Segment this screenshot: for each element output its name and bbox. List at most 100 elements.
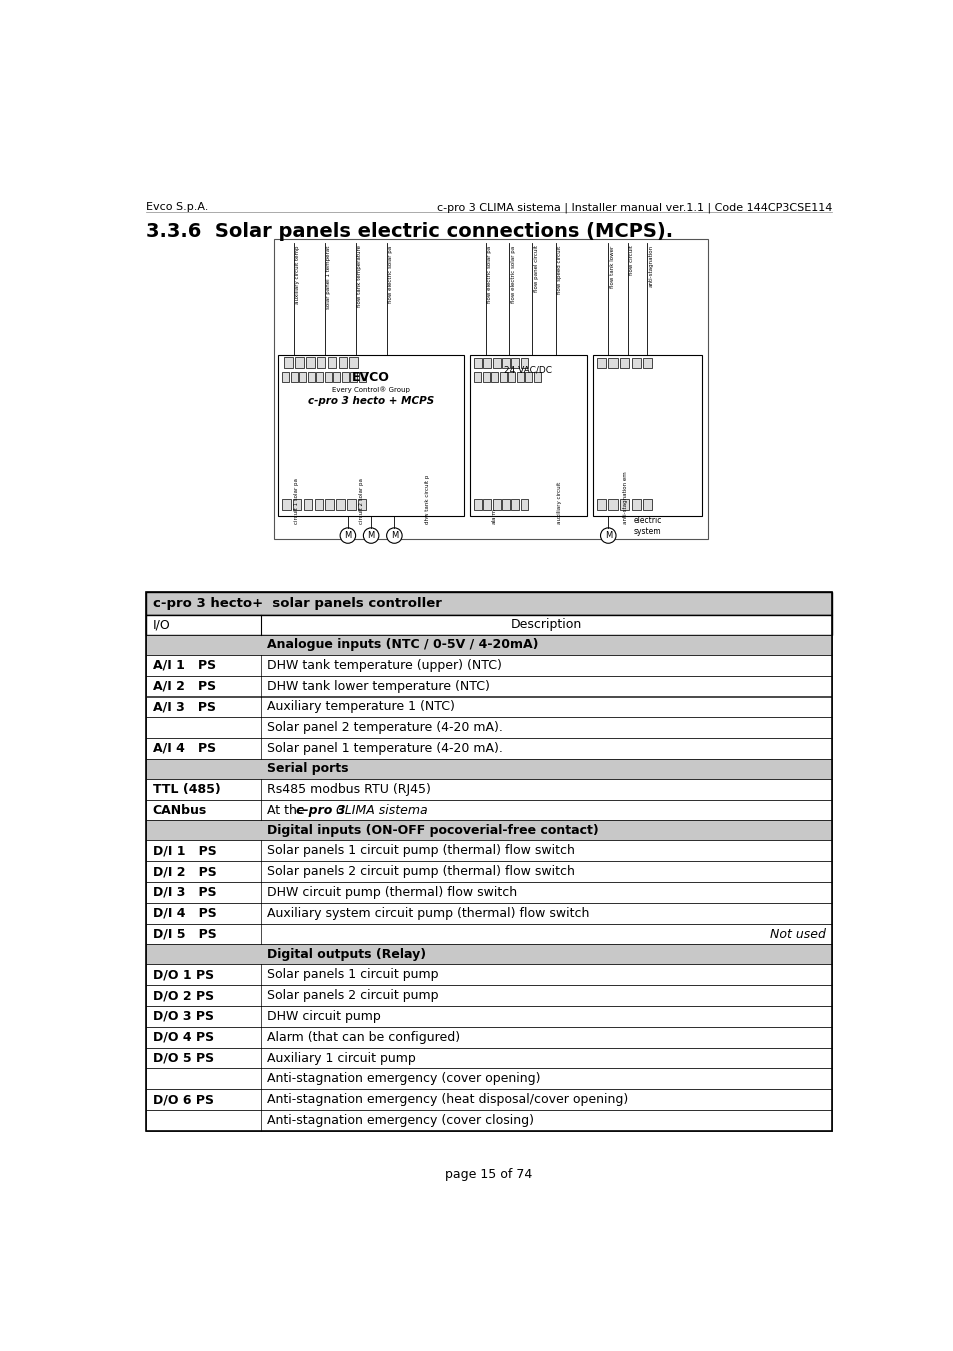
Bar xyxy=(470,354,586,516)
Text: Auxiliary temperature 1 (NTC): Auxiliary temperature 1 (NTC) xyxy=(267,700,455,713)
Text: Auxiliary system circuit pump (thermal) flow switch: Auxiliary system circuit pump (thermal) … xyxy=(267,907,589,920)
Text: c-pro 3: c-pro 3 xyxy=(295,804,345,816)
Text: Every Control® Group: Every Control® Group xyxy=(332,386,410,393)
Bar xyxy=(482,372,489,382)
Text: Not used: Not used xyxy=(769,928,825,940)
Text: alarm: alarm xyxy=(491,508,496,524)
Text: Rs485 modbus RTU (RJ45): Rs485 modbus RTU (RJ45) xyxy=(267,782,431,796)
Text: D/O 6 PS: D/O 6 PS xyxy=(152,1093,213,1106)
Text: M: M xyxy=(344,531,351,540)
Text: Digital outputs (Relay): Digital outputs (Relay) xyxy=(267,948,426,961)
Text: D/I 2   PS: D/I 2 PS xyxy=(152,865,216,878)
Bar xyxy=(291,372,297,382)
Bar xyxy=(493,358,500,369)
Bar xyxy=(511,358,518,369)
Text: Alarm (that can be configured): Alarm (that can be configured) xyxy=(267,1031,460,1044)
Text: page 15 of 74: page 15 of 74 xyxy=(445,1167,532,1181)
Bar xyxy=(274,239,707,539)
Text: D/O 4 PS: D/O 4 PS xyxy=(152,1031,213,1044)
Bar xyxy=(474,358,481,369)
Bar xyxy=(358,372,365,382)
Text: CANbus: CANbus xyxy=(152,804,207,816)
Text: D/O 5 PS: D/O 5 PS xyxy=(152,1051,213,1065)
Text: c-pro 3 hecto+  solar panels controller: c-pro 3 hecto+ solar panels controller xyxy=(152,597,441,609)
Text: flow tank lower: flow tank lower xyxy=(609,246,614,288)
Bar xyxy=(146,780,831,800)
Bar xyxy=(596,500,605,511)
Text: D/O 2 PS: D/O 2 PS xyxy=(152,989,213,1002)
Bar xyxy=(146,738,831,759)
Text: D/O 3 PS: D/O 3 PS xyxy=(152,1011,213,1023)
Text: I/O: I/O xyxy=(152,619,171,631)
Bar xyxy=(350,372,356,382)
Bar xyxy=(520,358,528,369)
Bar xyxy=(608,500,617,511)
Text: Solar panels 2 circuit pump (thermal) flow switch: Solar panels 2 circuit pump (thermal) fl… xyxy=(267,865,575,878)
Bar xyxy=(349,357,357,369)
Bar xyxy=(146,800,831,820)
Bar xyxy=(525,372,532,382)
Text: flow speed circuit: flow speed circuit xyxy=(557,246,561,293)
Bar xyxy=(146,924,831,944)
Bar xyxy=(501,358,509,369)
Text: D/I 5   PS: D/I 5 PS xyxy=(152,928,216,940)
Text: Evco S.p.A.: Evco S.p.A. xyxy=(146,203,209,212)
Text: Anti-stagnation emergency (cover opening): Anti-stagnation emergency (cover opening… xyxy=(267,1073,540,1085)
Text: EVCO: EVCO xyxy=(352,372,390,384)
Text: Solar panels 1 circuit pump (thermal) flow switch: Solar panels 1 circuit pump (thermal) fl… xyxy=(267,844,575,858)
Bar xyxy=(333,372,340,382)
Text: Solar panels 2 circuit pump: Solar panels 2 circuit pump xyxy=(267,989,438,1002)
Bar xyxy=(338,357,347,369)
Bar xyxy=(347,500,355,511)
Text: D/O 1 PS: D/O 1 PS xyxy=(152,969,213,981)
Bar xyxy=(278,354,464,516)
Text: D/I 3   PS: D/I 3 PS xyxy=(152,886,216,898)
Text: D/I 4   PS: D/I 4 PS xyxy=(152,907,216,920)
Bar xyxy=(146,862,831,882)
Bar xyxy=(306,357,314,369)
Text: Solar panel 2 temperature (4-20 mA).: Solar panel 2 temperature (4-20 mA). xyxy=(267,721,502,734)
Bar xyxy=(642,500,652,511)
Bar xyxy=(501,500,509,511)
Bar xyxy=(146,759,831,780)
Bar xyxy=(474,500,481,511)
Text: M: M xyxy=(391,531,397,540)
Bar xyxy=(642,358,652,369)
Bar xyxy=(146,1027,831,1047)
Bar xyxy=(146,882,831,902)
Text: flow circuit: flow circuit xyxy=(629,246,634,276)
Bar xyxy=(146,1047,831,1069)
Text: anti-stagnation em: anti-stagnation em xyxy=(622,471,627,524)
Circle shape xyxy=(340,528,355,543)
Bar xyxy=(284,357,293,369)
Bar xyxy=(520,500,528,511)
Bar xyxy=(146,1006,831,1027)
Bar xyxy=(483,358,491,369)
Text: auxiliary circuit temp: auxiliary circuit temp xyxy=(294,246,300,304)
Bar xyxy=(631,500,640,511)
Text: At the: At the xyxy=(267,804,309,816)
Bar xyxy=(294,357,303,369)
Text: Description: Description xyxy=(511,619,581,631)
Bar xyxy=(493,500,500,511)
Bar xyxy=(298,372,306,382)
Text: flow electric solar pa: flow electric solar pa xyxy=(388,246,393,303)
Text: 24 VAC/DC: 24 VAC/DC xyxy=(504,366,552,374)
Bar xyxy=(328,357,335,369)
Text: Solar panels 1 circuit pump: Solar panels 1 circuit pump xyxy=(267,969,438,981)
Text: A/I 3   PS: A/I 3 PS xyxy=(152,700,215,713)
Bar xyxy=(357,500,366,511)
Bar xyxy=(146,697,831,717)
Bar xyxy=(146,635,831,655)
Bar xyxy=(491,372,497,382)
Text: M: M xyxy=(604,531,611,540)
Bar xyxy=(293,500,301,511)
Text: c-pro 3 CLIMA sistema | Installer manual ver.1.1 | Code 144CP3CSE114: c-pro 3 CLIMA sistema | Installer manual… xyxy=(436,203,831,212)
Bar xyxy=(483,500,491,511)
Text: A/I 1   PS: A/I 1 PS xyxy=(152,659,215,671)
Text: auxiliary circuit: auxiliary circuit xyxy=(557,480,561,524)
Bar xyxy=(511,500,518,511)
Bar xyxy=(282,500,291,511)
Text: flow tank temperature: flow tank temperature xyxy=(356,246,362,307)
Bar xyxy=(146,1111,831,1131)
